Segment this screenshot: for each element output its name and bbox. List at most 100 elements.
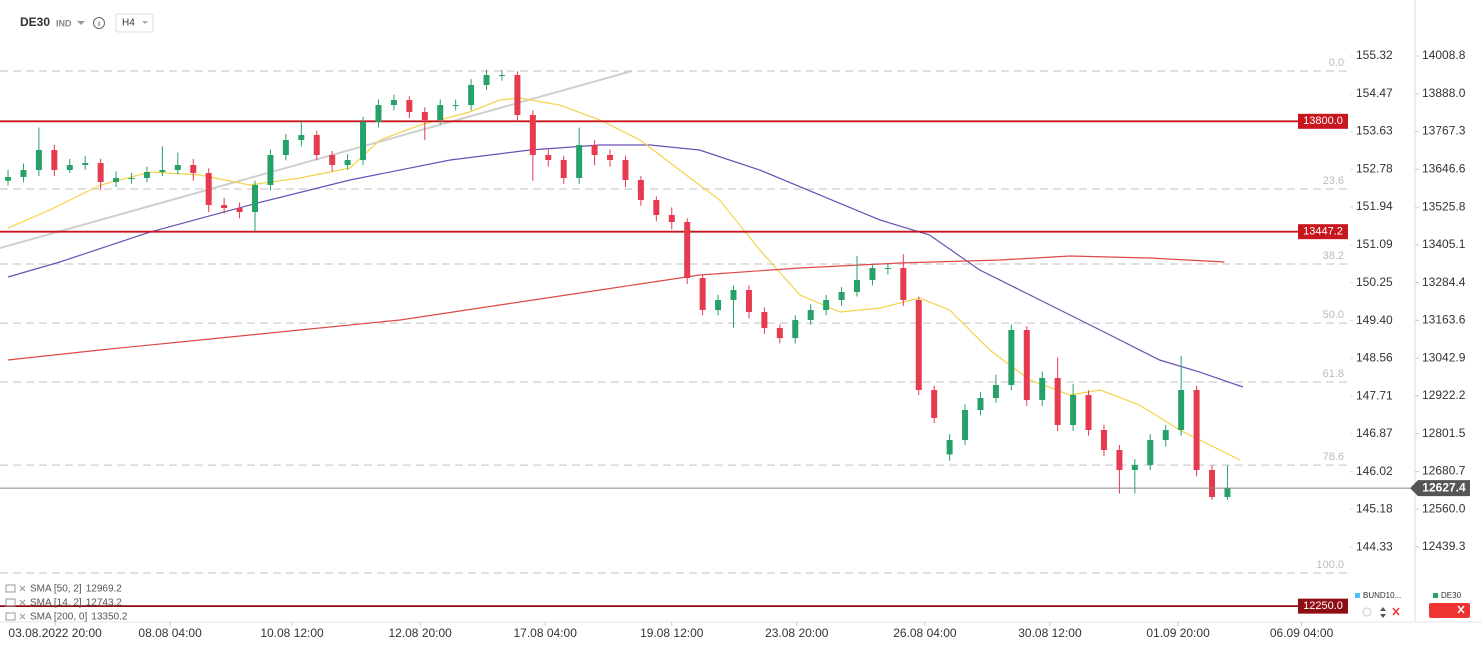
symbol[interactable]: DE30 — [20, 15, 50, 29]
level-tag — [1298, 113, 1348, 129]
eye-icon[interactable] — [1362, 607, 1372, 617]
y2-tick-label: 151.94 — [1356, 199, 1393, 213]
indicator-value: 12969.2 — [86, 584, 123, 595]
x-tick-label: 17.08 04:00 — [513, 626, 577, 640]
fib-layer: 0.0 23.6 38.2 50.0 61.8 78.6 100.0 — [0, 57, 1348, 574]
candle-body — [190, 165, 197, 173]
candle-body — [498, 74, 505, 76]
move-icon[interactable] — [1380, 607, 1386, 618]
sma-line — [7, 255, 1225, 361]
dropdown-caret — [142, 21, 148, 24]
plot-area — [0, 69, 1410, 608]
candle-body — [869, 268, 876, 280]
candle-body — [1131, 465, 1138, 471]
candle-body — [1054, 377, 1061, 426]
x-tick-label: 23.08 20:00 — [765, 626, 829, 640]
candle-body — [236, 207, 243, 212]
x-tick-label: 10.08 12:00 — [260, 626, 324, 640]
candle-body — [468, 85, 475, 106]
candle-body — [35, 150, 42, 171]
y-tick-label: 13042.9 — [1422, 350, 1466, 364]
indicator-name[interactable]: SMA [14, 2] — [30, 598, 82, 609]
x-tick-label: 12.08 20:00 — [388, 626, 452, 640]
level-tag — [1298, 598, 1348, 614]
y-tick-label: 13767.3 — [1422, 124, 1466, 138]
fib-label: 100.0 — [1316, 559, 1344, 571]
candle-body — [205, 172, 212, 206]
y2-tick-label: 149.40 — [1356, 313, 1393, 327]
level-label: 12250.0 — [1303, 600, 1343, 612]
x-tick-label: 03.08.2022 20:00 — [8, 626, 102, 640]
candle-body — [962, 409, 969, 440]
candle-body — [591, 144, 598, 156]
fib-label: 0.0 — [1329, 57, 1344, 69]
info-icon[interactable] — [93, 17, 105, 29]
candle-body — [622, 160, 629, 181]
timeframe-select[interactable] — [115, 13, 154, 33]
current-price-tag — [1410, 480, 1470, 497]
remove-button[interactable] — [1429, 603, 1470, 618]
y2-tick-label: 150.25 — [1356, 275, 1393, 289]
indicator-icon — [5, 584, 16, 593]
candle-body — [514, 74, 521, 116]
candle-body — [838, 292, 845, 301]
y2-tick-label: 145.18 — [1356, 501, 1393, 515]
y-tick-label: 13888.0 — [1422, 86, 1466, 100]
y-tick-label: 14008.8 — [1422, 48, 1466, 62]
y-tick-label: 12439.3 — [1422, 539, 1466, 553]
candle-body — [483, 74, 490, 86]
candle-body — [1147, 439, 1154, 466]
candle-body — [1070, 395, 1077, 426]
y-tick-label: 12922.2 — [1422, 388, 1466, 402]
y-tick-label: 13525.8 — [1422, 199, 1466, 213]
indicator-close — [19, 599, 26, 606]
candle-body — [313, 135, 320, 156]
candle-body — [1023, 330, 1030, 401]
candle-body — [174, 165, 181, 171]
candle-body — [267, 155, 274, 186]
indicator-value: 12743.2 — [86, 598, 123, 609]
dropdown-caret[interactable] — [77, 21, 85, 25]
candle-body — [684, 222, 691, 278]
indicator-name[interactable]: SMA [50, 2] — [30, 584, 82, 595]
y2-tick-label: 144.33 — [1356, 539, 1393, 553]
candle-body — [360, 122, 367, 161]
candle-body — [437, 105, 444, 121]
candle-body — [776, 328, 783, 339]
timeframe: H4 — [122, 18, 135, 29]
level-tag — [1298, 224, 1348, 240]
candle-body — [576, 144, 583, 178]
candle-body — [82, 163, 89, 166]
candle-body — [66, 165, 73, 171]
indicator-close — [19, 585, 26, 592]
x-tick-label: 26.08 04:00 — [893, 626, 957, 640]
candle-body — [637, 180, 644, 201]
candle-body — [560, 160, 567, 178]
candle-body — [607, 155, 614, 161]
candle-body — [1008, 330, 1015, 386]
candle-body — [1162, 430, 1169, 440]
candle-body — [884, 268, 891, 270]
candle-body — [390, 100, 397, 106]
candle-body — [992, 385, 999, 399]
legend-swatch — [1355, 593, 1360, 598]
indicator-icon — [5, 598, 16, 607]
candle-body — [452, 105, 459, 107]
y-tick-label: 13284.4 — [1422, 275, 1466, 289]
legend-label[interactable]: DE30 — [1441, 591, 1462, 600]
current-price-label: 12627.4 — [1422, 480, 1466, 494]
candle-body — [1100, 430, 1107, 450]
indicator-name[interactable]: SMA [200, 0] — [30, 612, 87, 623]
candle-body — [792, 320, 799, 339]
candle-body — [915, 300, 922, 391]
fib-label: 50.0 — [1323, 309, 1344, 321]
y-tick-label: 12801.5 — [1422, 426, 1466, 440]
sma-line — [7, 144, 1244, 388]
candle-body — [51, 150, 58, 171]
candle-body — [1085, 395, 1092, 431]
fib-label: 23.6 — [1323, 175, 1344, 187]
legend-label[interactable]: BUND10... — [1363, 591, 1401, 600]
close-icon[interactable] — [1392, 607, 1400, 616]
